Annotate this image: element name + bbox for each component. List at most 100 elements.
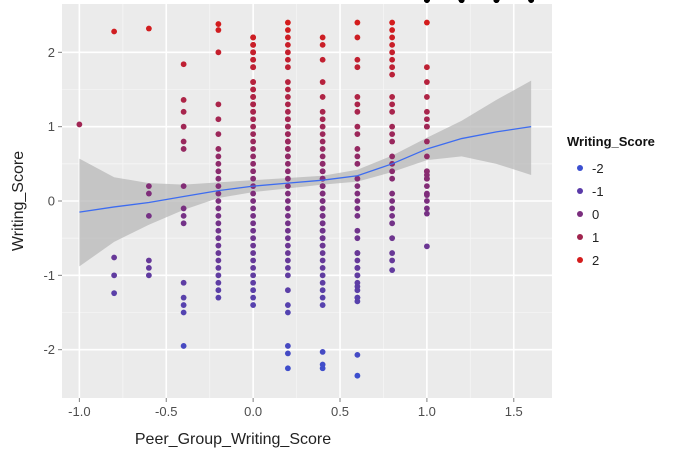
scatter-point (250, 272, 257, 279)
scatter-point (111, 28, 118, 35)
scatter-point (319, 94, 326, 100)
scatter-point (250, 294, 257, 301)
y-tick-label: 1 (48, 119, 55, 134)
scatter-point (250, 41, 257, 48)
scatter-point (354, 294, 361, 301)
scatter-point (319, 365, 326, 372)
scatter-point (284, 287, 291, 294)
scatter-point (423, 64, 430, 71)
scatter-point (145, 265, 152, 271)
scatter-point (389, 41, 396, 48)
scatter-point (145, 25, 152, 32)
scatter-point (215, 257, 222, 264)
x-tick-label: 1.5 (505, 404, 523, 419)
legend-key (577, 211, 583, 217)
scatter-point (389, 190, 396, 197)
scatter-point (354, 272, 361, 279)
scatter-point (284, 365, 291, 372)
scatter-point (319, 153, 326, 160)
scatter-point (250, 56, 257, 63)
scatter-point (250, 116, 257, 123)
scatter-point (389, 27, 396, 33)
scatter-point (354, 108, 361, 115)
scatter-point (215, 27, 222, 33)
scatter-point (284, 190, 291, 197)
scatter-point (319, 116, 326, 123)
scatter-point (250, 250, 257, 256)
scatter-point (493, 0, 500, 3)
scatter-point (250, 123, 257, 130)
scatter-point (354, 205, 361, 212)
scatter-point (423, 183, 430, 190)
x-tick-label: 0.0 (244, 404, 262, 419)
scatter-point (319, 242, 326, 249)
scatter-point (284, 183, 291, 190)
scatter-point (389, 19, 396, 26)
y-tick-label: 0 (48, 194, 55, 209)
scatter-point (180, 61, 187, 68)
scatter-point (319, 349, 326, 355)
scatter-point (389, 235, 396, 242)
scatter-point (145, 272, 152, 279)
scatter-point (180, 212, 187, 219)
scatter-point (319, 250, 326, 256)
scatter-point (319, 227, 326, 234)
scatter-point (145, 190, 152, 197)
scatter-point (284, 198, 291, 204)
scatter-point (250, 242, 257, 249)
scatter-point (354, 131, 361, 137)
scatter-point (423, 123, 430, 130)
scatter-point (354, 212, 361, 219)
legend-key (577, 234, 583, 240)
scatter-point (423, 108, 430, 115)
scatter-point (250, 131, 257, 137)
scatter-point (319, 168, 326, 175)
scatter-point (389, 49, 396, 56)
x-tick-label: -1.0 (68, 404, 90, 419)
scatter-point (319, 294, 326, 301)
scatter-point (250, 212, 257, 219)
scatter-point (250, 138, 257, 145)
scatter-point (215, 153, 222, 160)
scatter-point (284, 168, 291, 175)
scatter-point (319, 56, 326, 63)
legend-label: -2 (592, 161, 604, 176)
scatter-point (284, 220, 291, 227)
scatter-point (354, 190, 361, 197)
scatter-point (250, 227, 257, 234)
scatter-point (284, 272, 291, 279)
scatter-point (284, 343, 291, 349)
scatter-point (284, 86, 291, 93)
smooth-trend-line (79, 126, 532, 213)
scatter-point (215, 160, 222, 167)
scatter-point (423, 138, 430, 145)
scatter-point (389, 175, 396, 182)
scatter-point (389, 267, 396, 274)
scatter-point (389, 220, 396, 227)
scatter-point (319, 79, 326, 85)
x-tick-label: -0.5 (155, 404, 177, 419)
scatter-point (389, 138, 396, 145)
scatter-point (180, 138, 187, 145)
scatter-point (250, 235, 257, 242)
scatter-point (319, 279, 326, 286)
scatter-point (423, 153, 430, 160)
scatter-point (319, 272, 326, 279)
scatter-point (180, 123, 187, 130)
scatter-point (76, 121, 83, 128)
scatter-point (215, 287, 222, 294)
scatter-point (354, 250, 361, 256)
scatter-point (180, 96, 187, 103)
scatter-point (250, 279, 257, 286)
scatter-point (354, 235, 361, 242)
scatter-point (354, 94, 361, 100)
scatter-point (180, 220, 187, 227)
scatter-point (250, 257, 257, 264)
scatter-point (284, 235, 291, 242)
scatter-point (250, 175, 257, 182)
y-tick-label: -1 (43, 268, 55, 283)
scatter-point (250, 86, 257, 93)
legend-label: -1 (592, 184, 604, 199)
scatter-point (319, 146, 326, 152)
scatter-point (319, 123, 326, 130)
